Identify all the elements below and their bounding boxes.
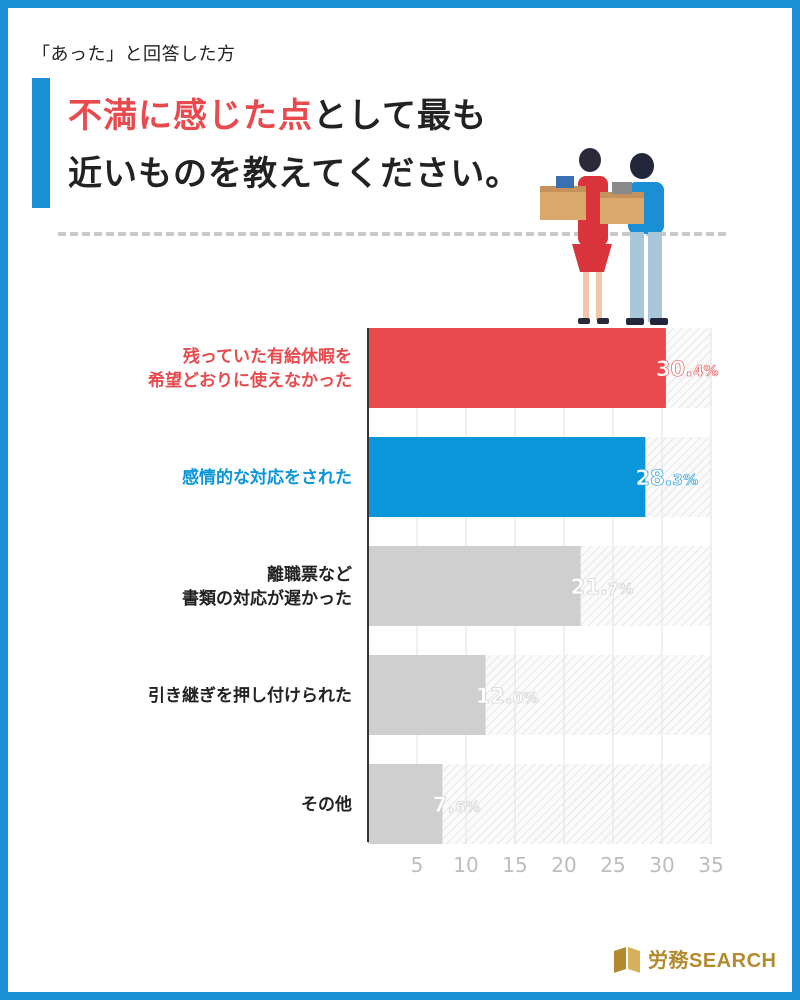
category-label-line: 書類の対応が遅かった [182, 588, 352, 609]
people-illustration [540, 148, 668, 325]
value-number: 7. [432, 793, 455, 817]
value-number: 12. [476, 684, 513, 708]
category-label: 引き継ぎを押し付けられた [148, 685, 352, 706]
title-highlight: 不満に感じた点 [68, 96, 313, 136]
title-line-1: 不満に感じた点として最も [68, 88, 487, 137]
category-label-line: その他 [301, 794, 352, 815]
category-label-line: 感情的な対応をされた [182, 467, 352, 488]
value-label: 7.6% [432, 793, 480, 817]
title-rest: として最も [313, 96, 487, 136]
value-decimal: 4% [693, 362, 718, 380]
x-tick-label: 5 [411, 853, 424, 877]
bar [368, 437, 646, 517]
bar [368, 764, 443, 844]
category-label-line: 引き継ぎを押し付けられた [148, 685, 352, 706]
category-label-line: 希望どおりに使えなかった [148, 370, 352, 391]
title-accent-bar [32, 78, 50, 208]
value-number: 30. [656, 357, 693, 381]
value-decimal: 3% [673, 471, 698, 489]
x-tick-label: 10 [453, 853, 478, 877]
category-label-line: 離職票など [267, 564, 352, 585]
value-number: 28. [635, 466, 672, 490]
value-labels: 30.4% 28.3% 21.7% 12.0% 7.6% [432, 357, 719, 818]
logo-text: 労務SEARCH [648, 950, 777, 972]
dashed-divider [58, 232, 726, 236]
x-axis-ticks: 5 10 15 20 25 30 35 [411, 853, 724, 877]
title-line-2: 近いものを教えてください。 [68, 154, 521, 194]
bar [368, 328, 666, 408]
x-tick-label: 15 [502, 853, 527, 877]
category-label: 残っていた有給休暇を希望どおりに使えなかった [148, 346, 352, 391]
x-tick-label: 20 [551, 853, 576, 877]
category-label: 感情的な対応をされた [182, 467, 352, 488]
x-tick-label: 25 [600, 853, 625, 877]
x-tick-label: 30 [649, 853, 674, 877]
category-label: その他 [301, 794, 352, 815]
x-tick-label: 35 [698, 853, 723, 877]
book-logo-icon [614, 946, 640, 973]
value-label: 12.0% [476, 684, 539, 708]
value-decimal: 0% [513, 689, 538, 707]
value-label: 30.4% [656, 357, 719, 381]
value-number: 21. [571, 575, 608, 599]
value-decimal: 6% [455, 798, 480, 816]
category-label-line: 残っていた有給休暇を [183, 346, 352, 367]
value-label: 21.7% [571, 575, 634, 599]
bar [368, 655, 486, 735]
category-label: 離職票など書類の対応が遅かった [182, 564, 352, 609]
bars [368, 328, 666, 844]
bar [368, 546, 581, 626]
category-labels: 残っていた有給休暇を希望どおりに使えなかった感情的な対応をされた離職票など書類の… [148, 346, 352, 815]
brand-logo: 労務SEARCH [612, 944, 776, 973]
value-decimal: 7% [608, 580, 633, 598]
subtitle: 「あった」と回答した方 [32, 44, 236, 65]
value-label: 28.3% [635, 466, 698, 490]
